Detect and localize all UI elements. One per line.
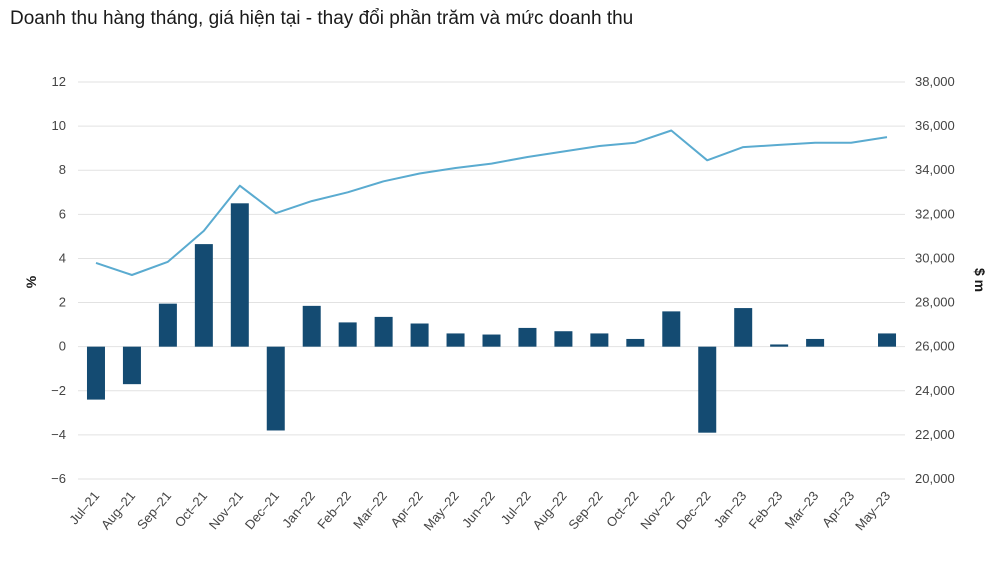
x-axis-ticks: Jul–21Aug–21Sep–21Oct–21Nov–21Dec–21Jan–… xyxy=(66,488,893,533)
x-tick-label: Oct–22 xyxy=(603,488,641,530)
bar xyxy=(122,346,141,385)
y2-tick-label: 32,000 xyxy=(915,206,955,221)
y-tick-label: −6 xyxy=(51,471,66,486)
line-path xyxy=(95,129,888,276)
y2-tick-label: 20,000 xyxy=(915,471,955,486)
y2-tick-label: 28,000 xyxy=(915,295,955,310)
bar xyxy=(662,311,681,347)
bar xyxy=(698,346,717,433)
y2-tick-label: 22,000 xyxy=(915,427,955,442)
bar xyxy=(878,333,897,347)
bar xyxy=(518,327,537,347)
chart-title: Doanh thu hàng tháng, giá hiện tại - tha… xyxy=(10,8,634,29)
y2-tick-label: 36,000 xyxy=(915,118,955,133)
y2-tick-label: 24,000 xyxy=(915,383,955,398)
bar xyxy=(338,322,357,347)
gridlines xyxy=(78,81,905,480)
x-tick-label: Feb–22 xyxy=(314,488,354,531)
y-tick-label: 6 xyxy=(59,206,66,221)
right-axis-title: $ m xyxy=(972,268,988,292)
x-tick-label: Sep–22 xyxy=(565,488,605,532)
x-tick-label: Nov–21 xyxy=(206,488,246,532)
x-tick-label: Dec–21 xyxy=(242,488,282,532)
x-tick-label: Aug–21 xyxy=(98,488,138,532)
y-tick-label: 12 xyxy=(52,74,66,89)
left-axis-ticks: 12 10 8 6 4 2 0 −2 −4 −6 xyxy=(51,74,66,486)
x-tick-label: Feb–23 xyxy=(746,488,786,531)
x-tick-label: Jan–23 xyxy=(711,488,750,530)
x-tick-label: Mar–22 xyxy=(350,488,390,531)
bar xyxy=(482,334,501,347)
x-tick-label: May–23 xyxy=(852,488,893,533)
bar xyxy=(734,308,753,347)
bar xyxy=(590,333,609,347)
bar-series xyxy=(86,203,897,433)
x-tick-label: Oct–21 xyxy=(172,488,210,530)
x-tick-label: Mar–23 xyxy=(782,488,822,531)
y2-tick-label: 30,000 xyxy=(915,250,955,265)
y-tick-label: 4 xyxy=(59,250,66,265)
y-tick-label: −2 xyxy=(51,383,66,398)
bar xyxy=(266,346,285,431)
y-tick-label: 0 xyxy=(59,339,66,354)
x-tick-label: Jan–22 xyxy=(279,488,318,530)
y2-tick-label: 26,000 xyxy=(915,339,955,354)
bar xyxy=(770,344,789,347)
x-tick-label: Jun–22 xyxy=(459,488,498,530)
y2-tick-label: 38,000 xyxy=(915,74,955,89)
left-axis-title: % xyxy=(23,275,39,288)
x-tick-label: May–22 xyxy=(421,488,462,533)
y-tick-label: 10 xyxy=(52,118,66,133)
bar xyxy=(806,338,825,347)
x-tick-label: Jul–21 xyxy=(66,488,102,527)
x-tick-label: Nov–22 xyxy=(637,488,677,532)
bar xyxy=(158,303,177,347)
line-series xyxy=(95,129,888,276)
y-tick-label: 8 xyxy=(59,162,66,177)
bar xyxy=(374,316,393,347)
y-tick-label: −4 xyxy=(51,427,66,442)
bar xyxy=(626,338,645,347)
x-tick-label: Dec–22 xyxy=(673,488,713,532)
y-tick-label: 2 xyxy=(59,295,66,310)
x-tick-label: Jul–22 xyxy=(498,488,534,527)
bar xyxy=(410,323,429,347)
bar xyxy=(554,331,573,347)
bar xyxy=(230,203,249,347)
x-tick-label: Aug–22 xyxy=(529,488,569,532)
right-axis-ticks: 38,000 36,000 34,000 32,000 30,000 28,000 26,0… xyxy=(915,74,955,486)
bar xyxy=(194,244,213,347)
y2-tick-label: 34,000 xyxy=(915,162,955,177)
bar xyxy=(86,346,105,400)
bar xyxy=(302,305,321,347)
bar xyxy=(446,333,465,347)
x-tick-label: Sep–21 xyxy=(134,488,174,532)
